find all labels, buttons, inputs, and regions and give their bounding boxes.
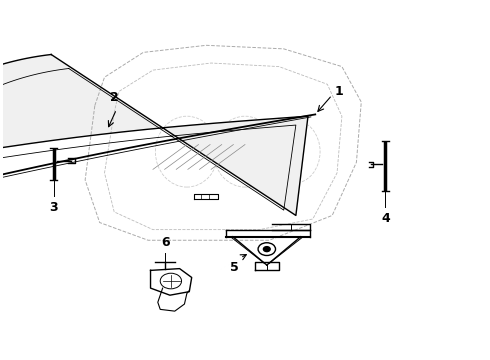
Text: 3: 3 bbox=[49, 201, 58, 214]
Polygon shape bbox=[0, 54, 308, 215]
Circle shape bbox=[258, 243, 275, 256]
Polygon shape bbox=[150, 269, 192, 295]
Text: 1: 1 bbox=[335, 85, 343, 98]
Text: 6: 6 bbox=[161, 236, 170, 249]
Circle shape bbox=[264, 247, 270, 252]
Text: 4: 4 bbox=[381, 212, 390, 225]
Text: 2: 2 bbox=[110, 91, 119, 104]
Text: 5: 5 bbox=[230, 261, 239, 274]
Circle shape bbox=[160, 273, 181, 289]
